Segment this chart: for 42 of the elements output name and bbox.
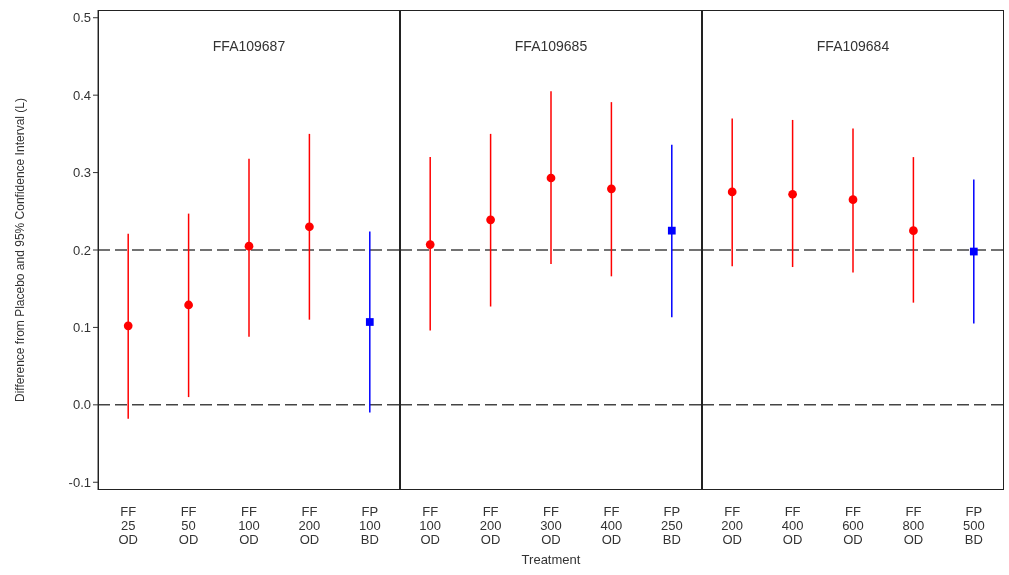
y-axis-title: Difference from Placebo and 95% Confidence Interval (L)	[13, 98, 28, 402]
y-tick-label: 0.3	[72, 165, 91, 181]
point	[546, 173, 556, 183]
point	[727, 187, 737, 197]
point	[425, 240, 435, 249]
y-tick-label: 0.0	[72, 397, 91, 413]
x-tick-label: FF 100 OD	[238, 504, 260, 547]
x-tick-label: FF 400 OD	[781, 504, 804, 547]
y-tick-label: -0.1	[68, 474, 91, 490]
x-tick-label: FF 25 OD	[118, 504, 138, 547]
y-tick-label: 0.1	[72, 320, 91, 336]
y-tick-label: 0.5	[72, 10, 91, 26]
x-tick-label: FF 800 OD	[902, 504, 925, 547]
x-axis-title: Treatment	[520, 552, 582, 567]
x-tick-label: FF 50 OD	[178, 504, 199, 547]
point	[848, 195, 858, 205]
x-tick-label: FF 200 OD	[721, 504, 744, 547]
point	[123, 321, 133, 331]
text: FFA109685	[513, 38, 589, 54]
point	[184, 300, 193, 310]
x-tick-label: FF 300 OD	[540, 504, 562, 547]
point	[667, 226, 676, 235]
x-tick-label: FP 100 BD	[358, 504, 381, 547]
x-tick-label: FF 200 OD	[298, 504, 321, 547]
point	[909, 226, 918, 236]
point	[365, 318, 374, 326]
text: FFA109684	[815, 38, 891, 54]
x-tick-label: FP 500 BD	[962, 504, 985, 547]
y-tick-label: 0.4	[72, 87, 91, 103]
point	[486, 215, 495, 225]
point	[788, 189, 797, 199]
x-tick-label: FF 400 OD	[600, 504, 623, 547]
x-tick-label: FF 200 OD	[479, 504, 502, 547]
point	[969, 247, 978, 256]
y-tick-label: 0.2	[72, 242, 91, 258]
point	[607, 184, 616, 194]
text: FFA109687	[211, 38, 287, 54]
point	[244, 241, 254, 251]
x-tick-label: FF 100 OD	[419, 504, 442, 547]
point	[305, 222, 314, 232]
x-tick-label: FF 600 OD	[842, 504, 864, 547]
x-tick-label: FP 250 BD	[660, 504, 683, 547]
